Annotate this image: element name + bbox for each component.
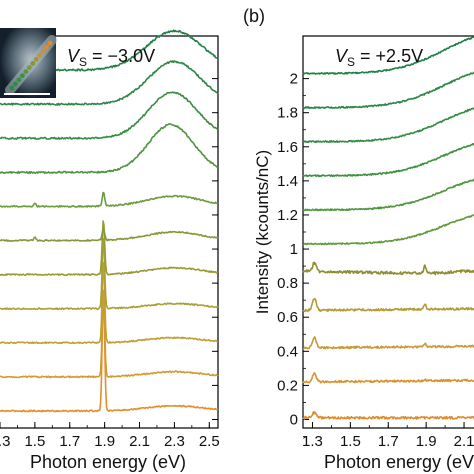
spectrum-line — [302, 71, 474, 110]
spectrum-line — [0, 91, 219, 140]
inset-dot — [37, 52, 43, 58]
panel-a-x-axis-label: Photon energy (eV) — [30, 452, 186, 472]
inset-dot — [19, 73, 25, 79]
panel-b-ticks — [303, 78, 465, 437]
inset-dot — [9, 85, 15, 91]
panel-a-ticks — [0, 78, 218, 428]
inset-dots — [9, 40, 53, 91]
spectrum-line — [0, 123, 219, 174]
x-tick-label: 1.7 — [59, 433, 80, 450]
y-tick-label: 0.2 — [277, 377, 298, 394]
x-tick-label: 1.3 — [0, 433, 10, 450]
x-tick-label: 2.3 — [164, 433, 185, 450]
spectrum-line — [0, 191, 219, 208]
spectrum-line — [302, 107, 474, 144]
panel-b-vs-text: = +2.5V — [355, 46, 423, 66]
panel-b-x-tick-labels: 1.3 1.5 1.7 1.9 2.1 — [302, 433, 474, 450]
inset-dot — [47, 40, 53, 46]
x-tick-label: 1.9 — [94, 433, 115, 450]
y-tick-label: 0 — [290, 411, 298, 428]
y-tick-label: 1.8 — [277, 105, 298, 122]
spectrum-line — [302, 36, 474, 75]
spectrum-line — [0, 227, 219, 242]
spectrum-line — [0, 220, 219, 277]
y-tick-label: 0.4 — [277, 343, 298, 360]
spectrum-line — [0, 237, 219, 311]
x-tick-label: 2.5 — [199, 433, 220, 450]
panel-a-vs-label: VS = −3.0V — [67, 46, 155, 69]
x-tick-label: 2.1 — [129, 433, 150, 450]
panel-a-vs-text: = −3.0V — [87, 46, 155, 66]
inset-dot — [30, 61, 36, 66]
y-tick-label: 1.6 — [277, 139, 298, 156]
x-tick-label: 1.3 — [302, 433, 323, 450]
spectrum-line — [302, 178, 474, 212]
panel-b-letter: (b) — [243, 6, 265, 26]
x-tick-label: 1.5 — [340, 433, 361, 450]
inset-dot — [16, 77, 22, 83]
x-tick-label: 1.9 — [416, 433, 437, 450]
spectrum-line — [302, 142, 474, 178]
panel-a-series — [0, 29, 219, 413]
inset-dot — [44, 44, 49, 50]
inset-dot — [23, 69, 29, 75]
spectrum-line — [0, 60, 219, 106]
inset-dot — [13, 81, 18, 87]
inset-image — [0, 28, 57, 98]
panel-b-y-axis-label: Intensity (kcounts/nC) — [253, 150, 272, 314]
y-tick-label: 1.4 — [277, 173, 298, 190]
panel-b-frame — [302, 35, 474, 429]
spectrum-line — [302, 372, 474, 384]
spectrum-line — [302, 336, 474, 350]
x-tick-label: 1.7 — [378, 433, 399, 450]
spectrum-line — [0, 289, 219, 379]
x-tick-label: 1.5 — [24, 433, 45, 450]
spectrum-line — [302, 261, 474, 276]
panel-a-frame — [0, 35, 219, 429]
panel-a-x-tick-labels: 1.3 1.5 1.7 1.9 2.1 2.3 2.5 — [0, 433, 220, 450]
y-tick-label: 1 — [290, 241, 298, 258]
inset-dot — [33, 56, 39, 62]
y-tick-label: 1.2 — [277, 207, 298, 224]
panel-b: (b) 1.3 1.5 1.7 1.9 2.1 0 0.2 0.4 0.6 0.8 1 1.2 1.4… — [243, 6, 474, 472]
panel-b-vs-sub: S — [347, 55, 355, 69]
panel-a-vs-sub: S — [79, 55, 87, 69]
y-tick-label: 0.6 — [277, 309, 298, 326]
spectrum-line — [302, 411, 474, 420]
spectrum-line — [0, 293, 219, 413]
x-tick-label: 2.1 — [454, 433, 474, 450]
panel-b-vs-label: VS = +2.5V — [335, 46, 423, 69]
panel-b-x-axis-label: Photon energy (eV) — [324, 452, 474, 472]
spectrum-line — [302, 214, 474, 246]
y-tick-label: 0.8 — [277, 275, 298, 292]
inset-dot — [40, 48, 46, 54]
panel-a-vs-prefix: V — [67, 46, 81, 66]
spectrum-line — [0, 261, 219, 345]
y-tick-label: 2 — [290, 71, 298, 88]
panel-b-series — [302, 36, 474, 420]
panel-b-vs-prefix: V — [335, 46, 349, 66]
panel-b-y-tick-labels: 0 0.2 0.4 0.6 0.8 1 1.2 1.4 1.6 1.8 2 — [277, 71, 298, 429]
panel-a: 1.3 1.5 1.7 1.9 2.1 2.3 2.5 VS = −3.0V Photon … — [0, 28, 220, 472]
inset-dot — [26, 65, 32, 70]
spectrum-line — [302, 297, 474, 313]
